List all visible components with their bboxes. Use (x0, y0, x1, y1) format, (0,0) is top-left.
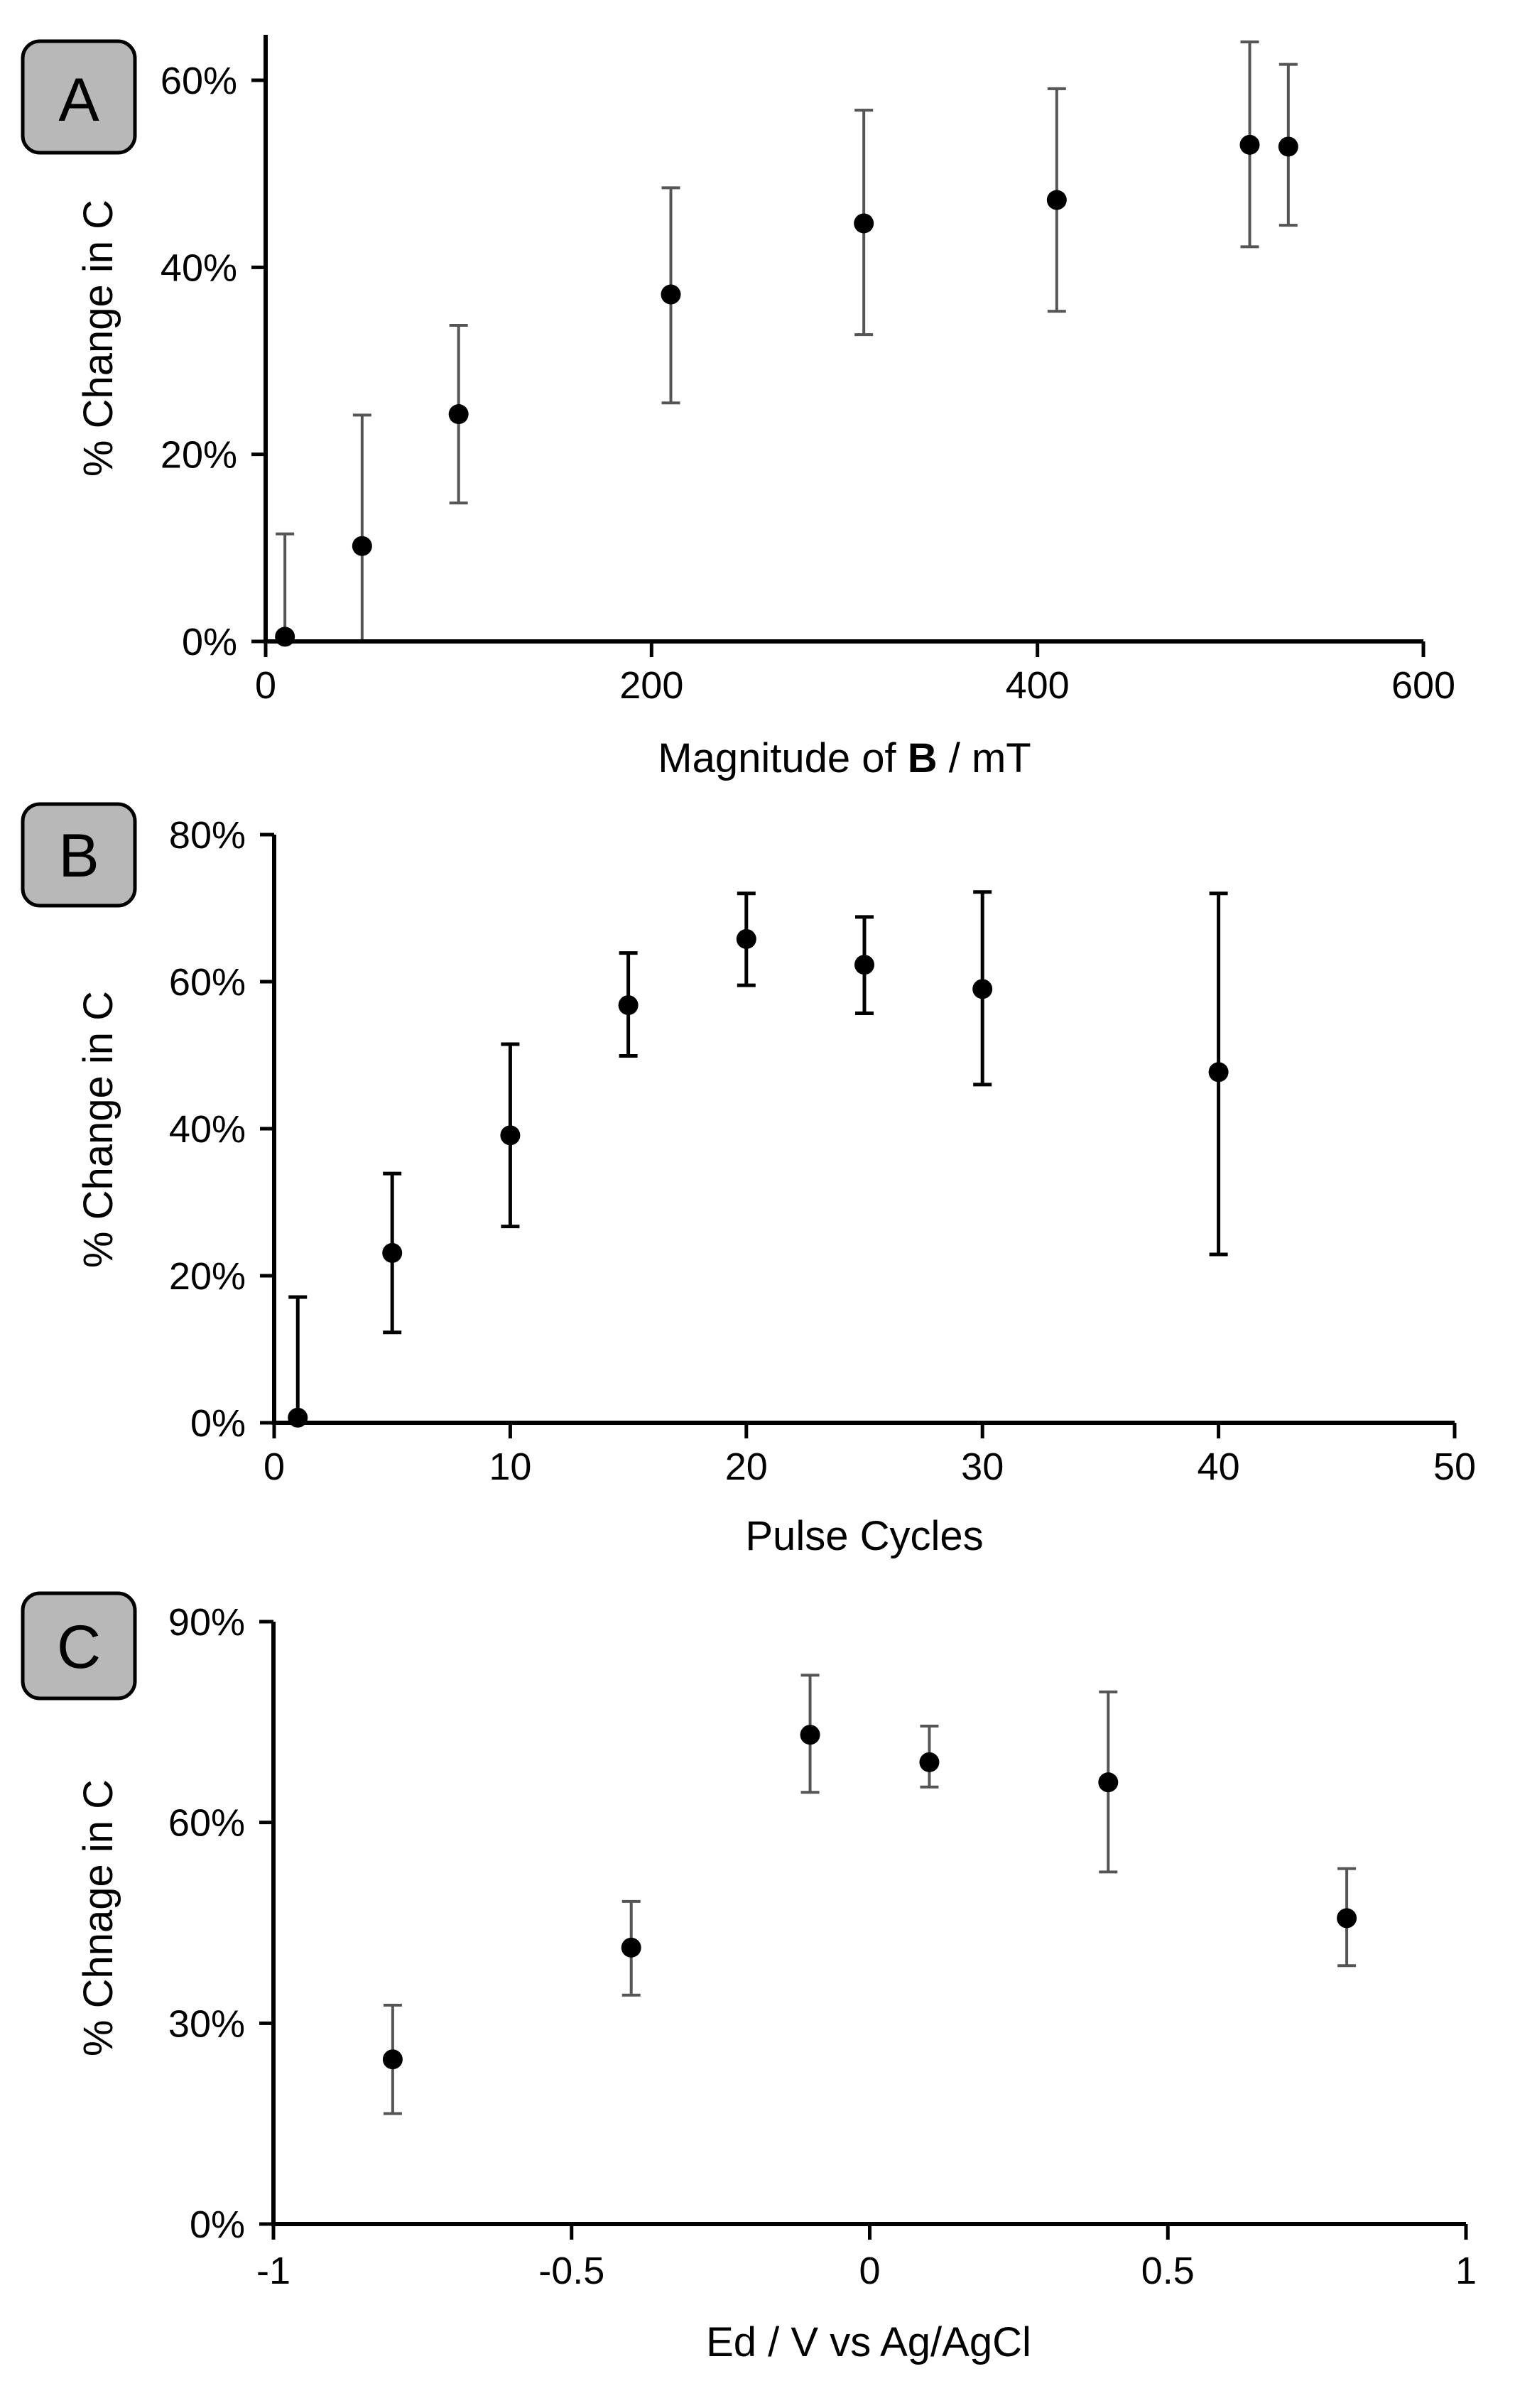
panel-c-x-tick-label: 0.5 (1141, 2250, 1195, 2292)
panel-b-x-ticks: 0 10 20 30 40 50 (264, 1423, 1476, 1488)
panel-a-data-point (854, 213, 874, 234)
panel-b-data-point (736, 928, 756, 949)
panel-b: B 0 10 20 30 40 50 0% 20% 40% 60% 80% Pulse Cycle… (21, 802, 1476, 1559)
panel-b-data-point (1208, 1062, 1229, 1083)
panel-a-x-ticks: 0 200 400 600 (255, 641, 1455, 707)
panel-c-x-axis-title: Ed / V vs Ag/AgCl (706, 2319, 1031, 2365)
panel-c-label: C (21, 1591, 137, 1701)
panel-a-y-axis-title: % Change in C (75, 200, 121, 477)
panel-a-y-ticks: 0% 20% 40% 60% (161, 60, 266, 663)
panel-a-x-tick-label: 600 (1391, 664, 1455, 707)
panel-c-data-point (919, 1752, 940, 1772)
panel-c-y-tick-label: 90% (168, 1601, 245, 1644)
panel-b-y-axis-title: % Change in C (75, 991, 121, 1268)
panel-c-data-point (1098, 1772, 1119, 1793)
panel-b-y-tick-label: 0% (190, 1402, 246, 1445)
panel-c-y-tick-label: 30% (168, 2002, 245, 2045)
panel-a-x-tick-label: 400 (1006, 664, 1070, 707)
panel-a-data-point (661, 284, 681, 305)
panel-b-x-tick-label: 10 (489, 1446, 531, 1488)
panel-b-x-axis-title: Pulse Cycles (745, 1513, 983, 1559)
panel-a-error-bar (352, 413, 371, 643)
panel-b-data-point (382, 1242, 403, 1263)
panel-c-data-point (382, 2049, 403, 2070)
panel-a-label: A (21, 39, 137, 155)
panel-a-data-point (1046, 190, 1067, 210)
panel-a-data-point (352, 536, 372, 556)
panel-b-x-tick-label: 40 (1198, 1446, 1240, 1488)
panel-c-label-box (21, 1591, 137, 1701)
panel-a-x-axis-title: Magnitude of B / mT (658, 735, 1031, 781)
panel-b-y-tick-label: 40% (169, 1108, 246, 1151)
panel-b-data-point (854, 955, 874, 975)
panel-c: C -1 -0.5 0 0.5 1 0% 30% 60% 90% Ed / V vs Ag/A… (21, 1591, 1477, 2365)
panel-b-y-tick-label: 80% (169, 814, 246, 857)
panel-a-x-title-bold: B (908, 735, 938, 781)
panel-c-x-tick-label: 0 (859, 2250, 880, 2292)
panel-a-x-title-suffix: / mT (938, 735, 1031, 781)
panel-b-error-bar (288, 1295, 308, 1425)
panel-b-data-point (500, 1125, 521, 1146)
panel-a-data-point (1278, 136, 1298, 157)
panel-b-x-tick-label: 20 (725, 1446, 768, 1488)
panel-c-data-point (621, 1937, 641, 1958)
panel-c-label-text: C (57, 1613, 101, 1681)
panel-c-y-ticks: 0% 30% 60% 90% (168, 1601, 273, 2246)
panel-c-data-point (1337, 1908, 1357, 1929)
panel-a-y-tick-label: 0% (182, 621, 237, 663)
panel-b-y-ticks: 0% 20% 40% 60% 80% (169, 814, 274, 1445)
panel-a-y-tick-label: 40% (161, 246, 237, 289)
panel-a-label-box (21, 39, 137, 155)
panel-a-marks (275, 40, 1298, 647)
panel-b-x-tick-label: 50 (1433, 1446, 1476, 1488)
panel-b-y-tick-label: 20% (169, 1255, 246, 1298)
panel-a-x-tick-label: 200 (619, 664, 683, 707)
panel-a-x-title-prefix: Magnitude of (658, 735, 907, 781)
panel-b-label: B (21, 802, 137, 908)
panel-a: A 0 200 400 600 0% 20% 40% 60% Magnitude of B … (21, 35, 1455, 781)
panel-b-label-box (21, 802, 137, 908)
panel-b-marks (288, 890, 1229, 1428)
panel-c-data-point (800, 1725, 820, 1745)
panel-b-y-tick-label: 60% (169, 961, 246, 1004)
panel-a-data-point (448, 404, 469, 425)
panel-b-label-text: B (58, 822, 99, 890)
panel-b-data-point (618, 995, 639, 1016)
panel-a-label-text: A (58, 66, 99, 134)
panel-a-y-tick-label: 60% (161, 60, 237, 102)
panel-c-y-axis-title: % Chnage in C (75, 1779, 121, 2056)
panel-a-data-point (1239, 134, 1260, 155)
panel-a-error-bar (276, 532, 295, 643)
panel-a-x-tick-label: 0 (255, 664, 276, 707)
panel-b-data-point (972, 979, 993, 999)
panel-c-y-tick-label: 0% (190, 2203, 245, 2246)
panel-c-x-tick-label: -1 (256, 2250, 290, 2292)
panel-c-x-tick-label: 1 (1455, 2250, 1477, 2292)
panel-b-x-tick-label: 30 (961, 1446, 1004, 1488)
panel-a-y-tick-label: 20% (161, 434, 237, 477)
panel-c-marks (382, 1674, 1357, 2115)
panel-b-x-tick-label: 0 (264, 1446, 285, 1488)
panel-c-x-tick-label: -0.5 (538, 2250, 604, 2292)
panel-c-y-tick-label: 60% (168, 1802, 245, 1845)
panel-c-x-ticks: -1 -0.5 0 0.5 1 (256, 2224, 1477, 2292)
panel-a-data-point (275, 627, 295, 647)
